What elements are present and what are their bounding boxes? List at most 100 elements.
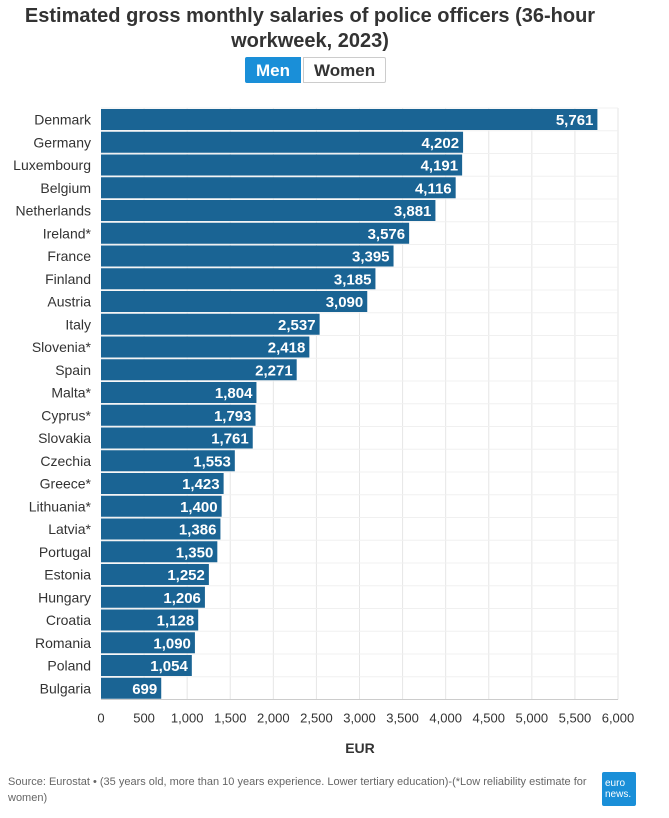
category-label: Denmark: [34, 112, 92, 128]
bar: [101, 427, 253, 449]
value-label: 3,881: [394, 203, 432, 220]
value-label: 1,090: [153, 635, 191, 652]
gender-toggle: Men Women: [245, 57, 387, 83]
x-tick-label: 1,500: [214, 711, 247, 726]
category-label: Czechia: [40, 453, 91, 469]
category-label: Italy: [65, 316, 91, 332]
value-label: 1,423: [182, 476, 220, 493]
category-label: Netherlands: [16, 203, 92, 219]
category-label: Romania: [35, 635, 91, 651]
bar: [101, 131, 464, 153]
bar: [101, 313, 320, 335]
x-tick-label: 2,000: [257, 711, 290, 726]
x-tick-label: 5,500: [559, 711, 592, 726]
x-tick-label: 500: [133, 711, 155, 726]
value-label: 1,206: [163, 590, 201, 607]
category-label: Germany: [33, 134, 91, 150]
bar: [101, 245, 394, 267]
x-tick-label: 3,000: [343, 711, 376, 726]
x-axis-label: EUR: [345, 740, 375, 756]
x-tick-label: 0: [97, 711, 104, 726]
value-label: 1,553: [193, 453, 231, 470]
category-label: Portugal: [39, 544, 91, 560]
category-label: Spain: [55, 362, 91, 378]
category-label: Slovenia*: [32, 339, 92, 355]
bar: [101, 291, 368, 312]
category-label: Bulgaria: [40, 680, 92, 696]
value-label: 3,576: [368, 226, 406, 243]
bar: [101, 382, 257, 403]
category-label: Greece*: [40, 476, 92, 492]
x-tick-label: 6,000: [602, 711, 635, 726]
source-note: Source: Eurostat • (35 years old, more t…: [8, 776, 587, 804]
value-label: 3,090: [326, 294, 364, 311]
value-label: 4,191: [421, 158, 459, 175]
value-label: 2,537: [278, 317, 316, 334]
x-tick-label: 2,500: [300, 711, 333, 726]
bar: [101, 154, 463, 176]
value-label: 4,202: [422, 135, 460, 152]
category-label: Slovakia: [38, 430, 91, 446]
value-label: 1,400: [180, 499, 218, 516]
bar: [101, 336, 310, 358]
bar: [101, 632, 195, 654]
bar: [101, 200, 436, 221]
value-label: 5,761: [556, 112, 594, 129]
value-label: 2,418: [268, 340, 306, 357]
bar: [101, 268, 376, 290]
value-label: 3,185: [334, 271, 372, 288]
x-tick-label: 1,000: [171, 711, 204, 726]
bar: [101, 495, 222, 517]
category-label: Croatia: [46, 612, 91, 628]
category-label: Ireland*: [43, 225, 92, 241]
category-label: Poland: [47, 658, 91, 674]
x-tick-label: 4,000: [429, 711, 462, 726]
x-tick-label: 4,500: [472, 711, 505, 726]
logo-line2: news.: [605, 789, 632, 800]
chart-title: Estimated gross monthly salaries of poli…: [24, 5, 596, 52]
men-tab[interactable]: Men: [245, 57, 301, 83]
logo-line1: euro: [605, 778, 626, 789]
bar: [101, 359, 297, 381]
value-label: 1,793: [214, 408, 252, 425]
value-label: 3,395: [352, 249, 390, 266]
bar: [101, 586, 205, 608]
x-tick-label: 3,500: [386, 711, 419, 726]
bar: [101, 450, 235, 472]
value-label: 1,804: [215, 385, 253, 402]
women-tab[interactable]: Women: [303, 57, 387, 83]
euronews-logo: euro news.: [602, 772, 636, 806]
category-label: Hungary: [38, 589, 91, 605]
value-label: 1,350: [176, 544, 214, 561]
category-label: Malta*: [51, 385, 91, 401]
bar-chart: Denmark 5,761 Germany 4,202 Luxembourg 4,191 B…: [13, 107, 635, 726]
category-label: Finland: [45, 271, 91, 287]
category-label: Cyprus*: [41, 407, 91, 423]
value-label: 1,128: [157, 613, 195, 630]
category-label: Lithuania*: [29, 498, 92, 514]
category-label: France: [47, 248, 91, 264]
value-label: 4,116: [415, 180, 452, 197]
value-label: 2,271: [255, 362, 293, 379]
category-label: Latvia*: [48, 521, 91, 537]
bar: [101, 404, 256, 426]
category-label: Luxembourg: [13, 157, 91, 173]
bar: [101, 177, 456, 199]
bar: [101, 109, 598, 130]
bar: [101, 564, 209, 585]
value-label: 699: [132, 681, 157, 698]
bar: [101, 541, 218, 563]
category-label: Austria: [47, 294, 91, 310]
bar: [101, 655, 192, 676]
value-label: 1,054: [150, 658, 188, 675]
bar: [101, 609, 199, 631]
value-label: 1,386: [179, 522, 217, 539]
bar: [101, 518, 221, 540]
bar: [101, 473, 224, 494]
bar: [101, 677, 162, 699]
category-label: Estonia: [44, 567, 91, 583]
bar: [101, 222, 410, 244]
x-tick-label: 5,000: [516, 711, 549, 726]
value-label: 1,761: [211, 431, 249, 448]
category-label: Belgium: [40, 180, 91, 196]
